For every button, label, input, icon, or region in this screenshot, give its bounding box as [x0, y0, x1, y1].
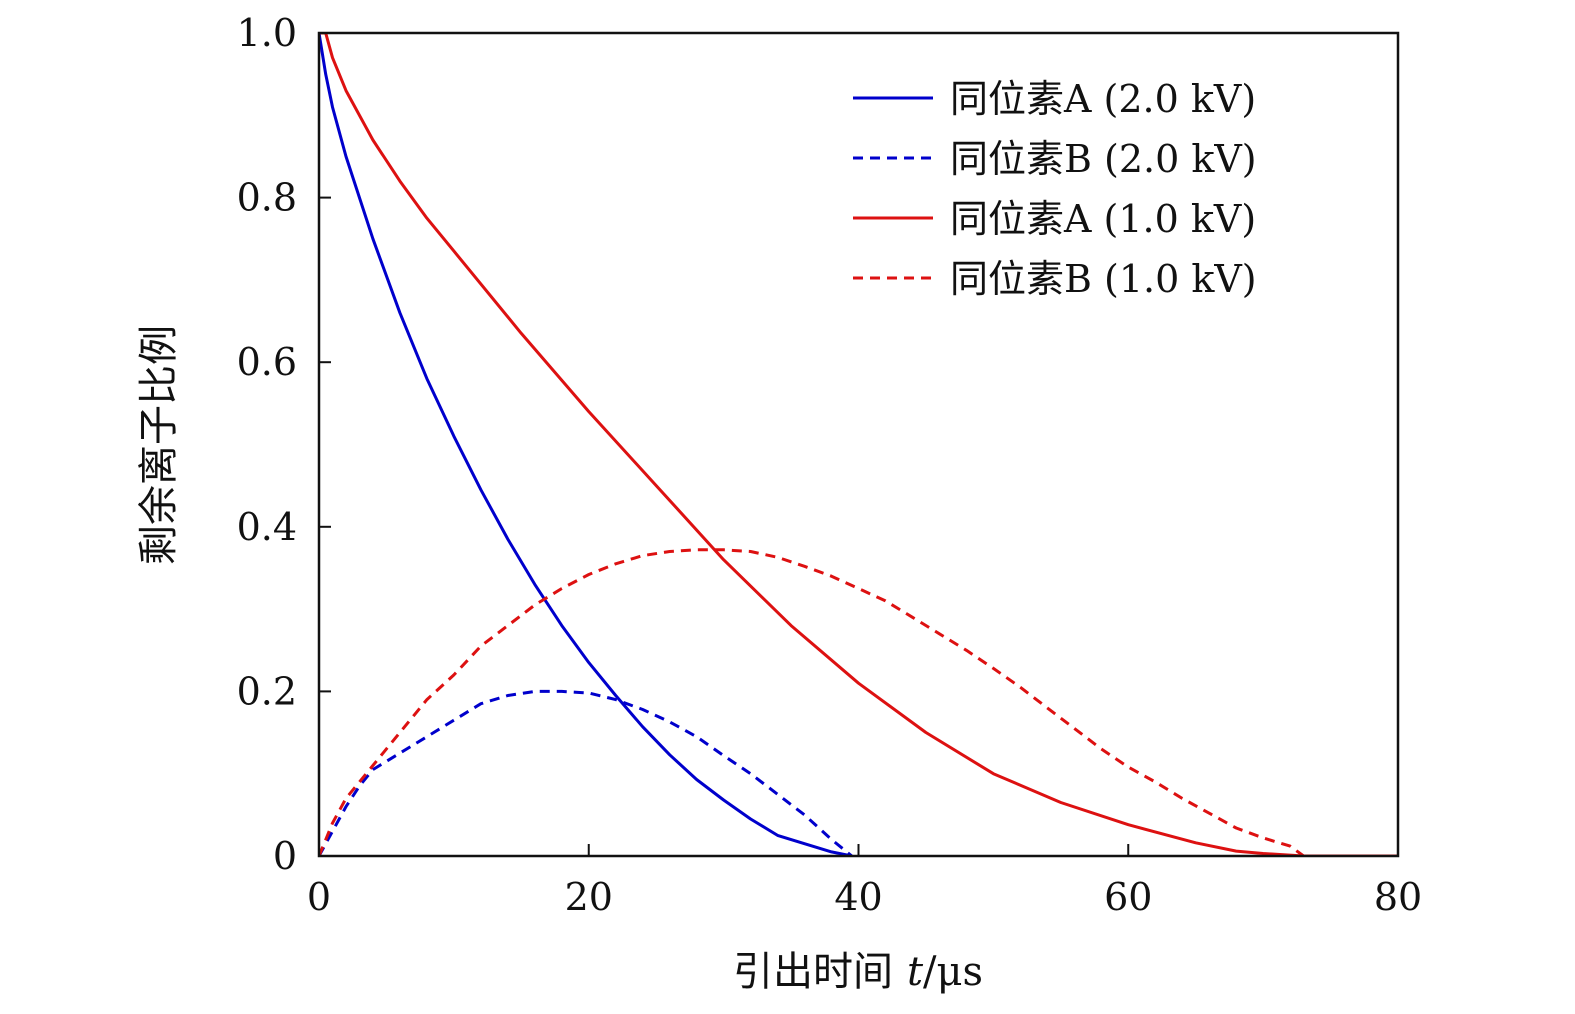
y-tick-label: 0.2: [237, 669, 297, 713]
x-axis-title: 引出时间 t/μs: [733, 949, 983, 995]
legend: 同位素A (2.0 kV) 同位素B (2.0 kV) 同位素A (1.0 kV) 同…: [853, 77, 1257, 301]
series-line-0: [319, 33, 853, 856]
series-line-3: [319, 548, 1305, 856]
ticks-layer: 0 20 40 60 80 0 0.2 0.4 0.6 0.8 1.0: [237, 11, 1423, 919]
legend-label: 同位素B (1.0 kV): [950, 257, 1257, 301]
x-tick-label: 40: [834, 875, 882, 919]
y-axis-title: 剩余离子比例: [136, 325, 182, 565]
x-tick-label: 80: [1374, 875, 1422, 919]
series-line-1: [319, 689, 853, 856]
y-tick-label: 0.8: [237, 176, 297, 220]
y-tick-label: 0.6: [237, 340, 297, 384]
x-axis-title-unit: /μs: [923, 949, 983, 995]
x-tick-label: 0: [307, 875, 331, 919]
legend-label: 同位素A (1.0 kV): [950, 197, 1256, 241]
legend-label: 同位素A (2.0 kV): [950, 77, 1256, 121]
series-layer: [319, 33, 1398, 856]
x-tick-label: 60: [1104, 875, 1152, 919]
y-tick-label: 0.4: [237, 505, 297, 549]
legend-label: 同位素B (2.0 kV): [950, 137, 1257, 181]
series-line-2: [319, 33, 1398, 856]
y-tick-label: 1.0: [237, 11, 297, 55]
x-axis-title-var: t: [907, 949, 924, 995]
y-tick-label: 0: [273, 834, 297, 878]
x-axis-title-text: 引出时间: [733, 949, 893, 995]
x-tick-label: 20: [565, 875, 613, 919]
